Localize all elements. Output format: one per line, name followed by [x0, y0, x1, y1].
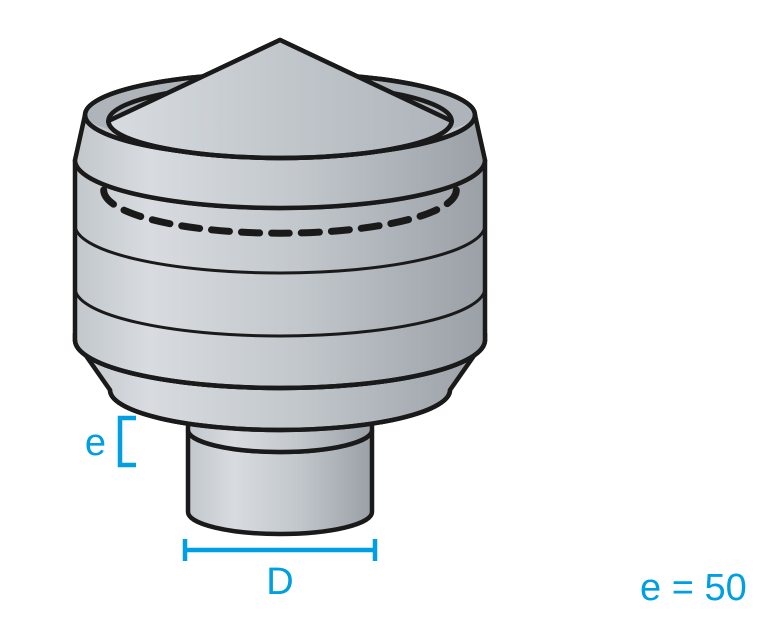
- dim-d-label: D: [266, 561, 293, 603]
- dim-e-bracket: [120, 418, 136, 465]
- equation-text: e = 50: [640, 567, 747, 609]
- cone-front-2: [108, 40, 451, 158]
- dim-e-label: e: [85, 422, 106, 464]
